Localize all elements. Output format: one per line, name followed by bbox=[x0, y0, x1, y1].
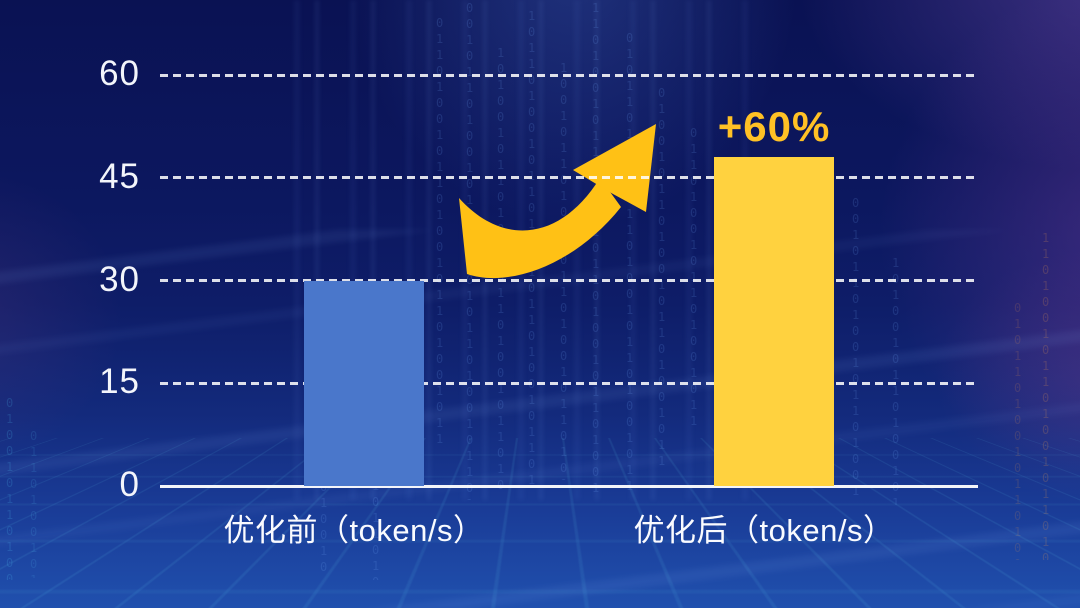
y-tick-label: 45 bbox=[99, 156, 140, 196]
x-axis-line bbox=[160, 484, 978, 488]
y-tick-label: 15 bbox=[99, 362, 140, 402]
y-tick-label: 30 bbox=[99, 259, 140, 299]
gridline bbox=[160, 73, 978, 77]
percent-increase-label: +60% bbox=[717, 103, 831, 151]
category-label-after: 优化后（token/s） bbox=[633, 513, 895, 548]
bar-before bbox=[304, 280, 424, 486]
gridline bbox=[160, 279, 978, 282]
y-tick-label: 0 bbox=[119, 465, 140, 505]
bar-after bbox=[714, 157, 834, 486]
y-tick-label: 60 bbox=[99, 54, 140, 94]
growth-arrow-icon bbox=[459, 124, 656, 279]
gridline bbox=[160, 381, 978, 385]
gridline bbox=[160, 176, 978, 180]
category-label-before: 优化前（token/s） bbox=[223, 513, 485, 548]
